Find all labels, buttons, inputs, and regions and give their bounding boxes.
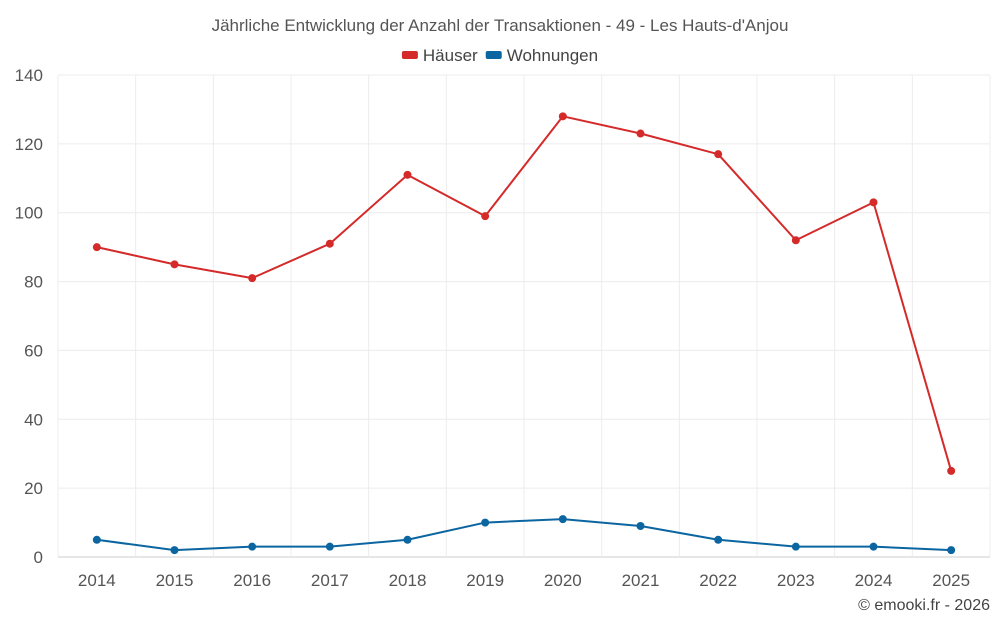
data-point-haeuser[interactable] <box>791 236 800 245</box>
x-axis: 2014 2015 2016 2017 2018 2019 2020 2021 2022 2023… <box>78 571 970 590</box>
x-tick-label: 2014 <box>78 571 116 590</box>
legend-item-haeuser[interactable]: Häuser <box>401 46 478 65</box>
legend-label: Häuser <box>423 46 478 65</box>
data-point-wohnungen[interactable] <box>403 535 412 544</box>
data-point-wohnungen[interactable] <box>636 522 645 531</box>
x-tick-label: 2022 <box>699 571 737 590</box>
x-tick-label: 2016 <box>233 571 271 590</box>
x-tick-label: 2015 <box>156 571 194 590</box>
data-point-haeuser[interactable] <box>403 170 412 179</box>
data-point-haeuser[interactable] <box>947 466 956 475</box>
data-point-haeuser[interactable] <box>869 198 878 207</box>
x-tick-label: 2024 <box>855 571 893 590</box>
x-tick-label: 2019 <box>466 571 504 590</box>
y-tick-label: 20 <box>24 479 43 498</box>
x-tick-label: 2021 <box>622 571 660 590</box>
credit-text: © emooki.fr - 2026 <box>858 597 990 614</box>
series-line-wohnungen <box>96 518 952 552</box>
data-point-wohnungen[interactable] <box>92 535 101 544</box>
data-point-haeuser[interactable] <box>248 274 257 283</box>
data-point-haeuser[interactable] <box>481 212 490 221</box>
data-point-wohnungen[interactable] <box>481 518 490 527</box>
data-point-wohnungen[interactable] <box>558 515 567 524</box>
y-tick-label: 0 <box>34 548 43 567</box>
data-point-wohnungen[interactable] <box>791 542 800 551</box>
data-point-haeuser[interactable] <box>558 112 567 121</box>
y-tick-label: 60 <box>24 341 43 360</box>
data-point-wohnungen[interactable] <box>714 535 723 544</box>
data-point-haeuser[interactable] <box>325 239 334 248</box>
legend-swatch <box>401 51 418 59</box>
x-tick-label: 2020 <box>544 571 582 590</box>
data-point-wohnungen[interactable] <box>869 542 878 551</box>
data-point-haeuser[interactable] <box>92 243 101 252</box>
legend-item-wohnungen[interactable]: Wohnungen <box>485 46 598 65</box>
y-tick-label: 40 <box>24 410 43 429</box>
x-tick-label: 2023 <box>777 571 815 590</box>
data-point-haeuser[interactable] <box>714 150 723 159</box>
series-group <box>92 112 956 555</box>
y-axis: 0 20 40 60 80 100 120 140 <box>15 66 43 567</box>
series-line-haeuser <box>96 115 953 472</box>
y-tick-label: 140 <box>15 66 43 85</box>
y-tick-label: 100 <box>15 204 43 223</box>
legend-label: Wohnungen <box>507 46 598 65</box>
data-point-wohnungen[interactable] <box>248 542 257 551</box>
x-tick-label: 2017 <box>311 571 349 590</box>
grid <box>57 74 991 558</box>
data-point-haeuser[interactable] <box>170 260 179 269</box>
legend-swatch <box>485 51 502 59</box>
y-tick-label: 80 <box>24 273 43 292</box>
x-tick-label: 2018 <box>389 571 427 590</box>
data-point-wohnungen[interactable] <box>170 546 179 555</box>
legend: Häuser Wohnungen <box>401 46 598 65</box>
y-tick-label: 120 <box>15 135 43 154</box>
x-tick-label: 2025 <box>932 571 970 590</box>
chart-title: Jährliche Entwicklung der Anzahl der Tra… <box>212 16 789 35</box>
data-point-haeuser[interactable] <box>636 129 645 138</box>
data-point-wohnungen[interactable] <box>325 542 334 551</box>
data-point-wohnungen[interactable] <box>947 546 956 555</box>
